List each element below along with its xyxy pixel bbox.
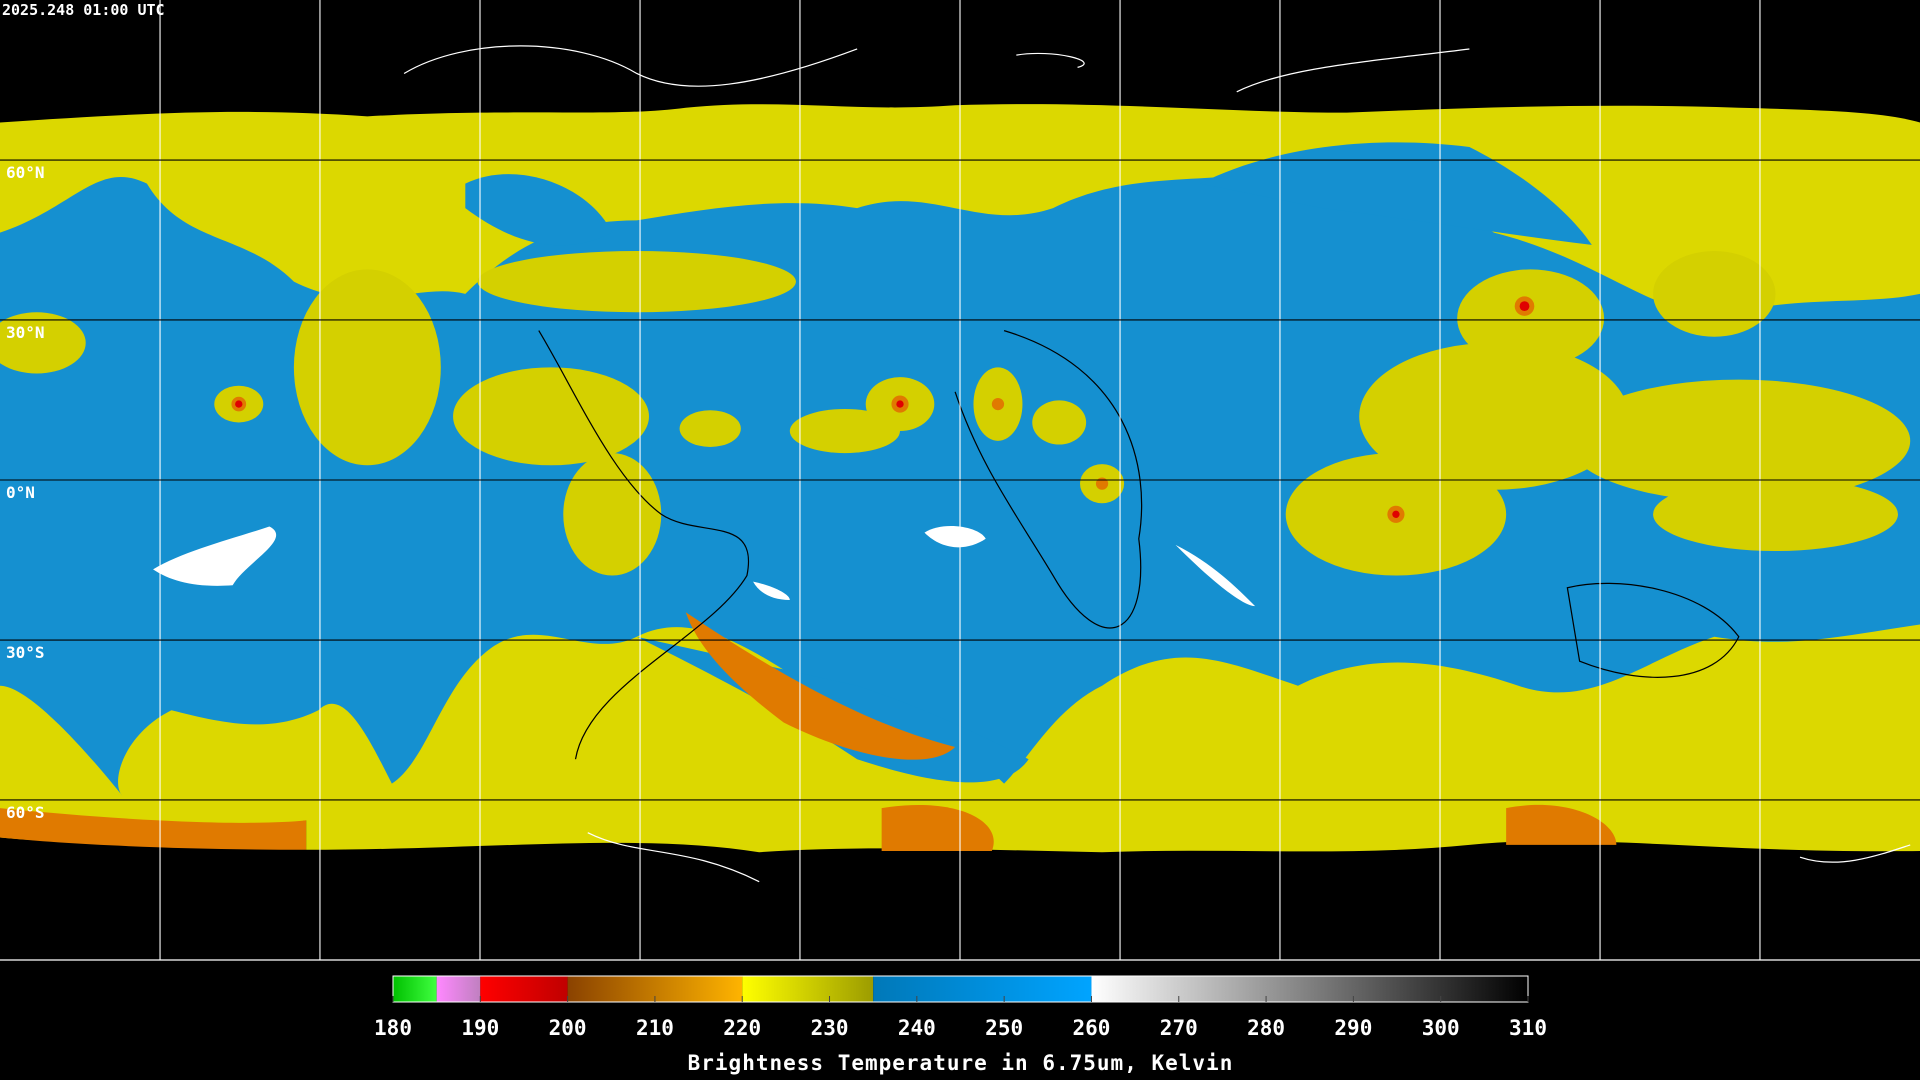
colorbar-tick-label: 230 <box>811 1016 849 1040</box>
colorbar-segment <box>1091 976 1528 1002</box>
colorbar-segment <box>742 976 874 1002</box>
colorbar-tick-label: 310 <box>1509 1016 1547 1040</box>
colorbar-tick-label: 180 <box>374 1016 412 1040</box>
colorbar-tick-label: 280 <box>1247 1016 1285 1040</box>
coastline <box>403 45 1911 883</box>
colorbar-tick-label: 210 <box>636 1016 674 1040</box>
lat-label: 30°N <box>6 323 45 342</box>
colorbar-tick-label: 270 <box>1160 1016 1198 1040</box>
colorbar-tick-label: 190 <box>461 1016 499 1040</box>
colorbar-tick-label: 200 <box>549 1016 587 1040</box>
warm-dry <box>153 525 1256 607</box>
core <box>235 301 1530 518</box>
lat-label: 60°N <box>6 163 45 182</box>
lat-label: 60°S <box>6 803 45 822</box>
colorbar-tick-label: 220 <box>723 1016 761 1040</box>
colorbar-tick-label: 240 <box>898 1016 936 1040</box>
colorbar-segment <box>393 976 437 1002</box>
dry-air <box>1200 142 1592 245</box>
timestamp: 2025.248 01:00 UTC <box>2 1 165 19</box>
lat-label: 0°N <box>6 483 35 502</box>
moisture <box>0 251 1911 576</box>
colorbar-segment <box>480 976 568 1002</box>
colorbar-tick-label: 250 <box>985 1016 1023 1040</box>
colorbar-title: Brightness Temperature in 6.75um, Kelvin <box>688 1051 1234 1075</box>
colorbar-frame <box>392 975 1529 1003</box>
colorbar-tick-label: 290 <box>1334 1016 1372 1040</box>
cold-cloud <box>0 296 1617 852</box>
lat-label: 30°S <box>6 643 45 662</box>
colorbar-segment <box>436 976 481 1002</box>
coastline <box>538 330 1740 760</box>
colorbar-segment <box>873 976 1092 1002</box>
colorbar-tick-label: 300 <box>1422 1016 1460 1040</box>
colorbar-tick-label: 260 <box>1072 1016 1110 1040</box>
imagery <box>0 0 1920 961</box>
dry-air <box>465 174 613 246</box>
graticule <box>0 0 1920 961</box>
